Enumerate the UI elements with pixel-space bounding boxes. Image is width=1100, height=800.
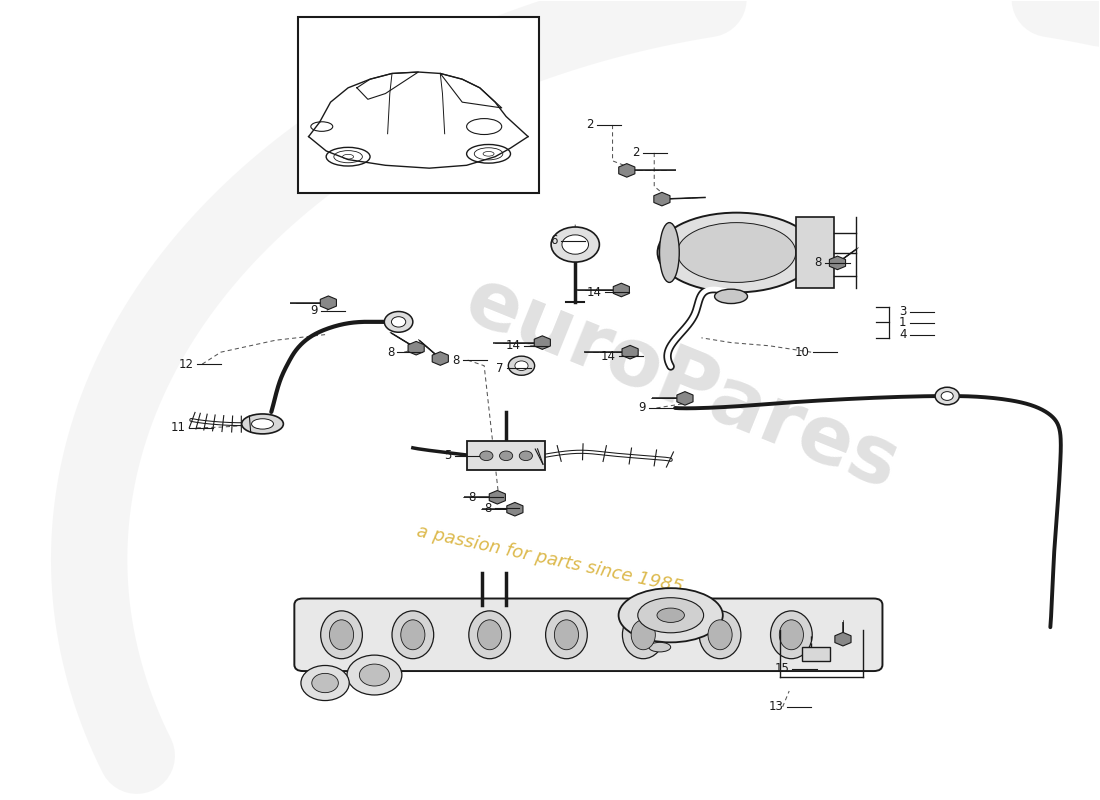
Text: 8: 8 <box>387 346 394 358</box>
Polygon shape <box>835 632 851 646</box>
Ellipse shape <box>678 222 795 282</box>
Text: 14: 14 <box>586 286 602 299</box>
FancyBboxPatch shape <box>795 217 834 288</box>
Ellipse shape <box>252 418 274 429</box>
Ellipse shape <box>658 213 815 292</box>
Circle shape <box>301 666 349 701</box>
Polygon shape <box>490 490 505 504</box>
Bar <box>802 647 829 662</box>
Ellipse shape <box>779 620 803 650</box>
Ellipse shape <box>638 598 704 633</box>
Ellipse shape <box>618 588 723 642</box>
Ellipse shape <box>708 620 733 650</box>
Polygon shape <box>535 336 550 350</box>
Text: 10: 10 <box>795 346 810 358</box>
Polygon shape <box>432 352 449 366</box>
Text: 8: 8 <box>453 354 460 366</box>
Polygon shape <box>829 256 846 270</box>
Text: 12: 12 <box>178 358 194 370</box>
Ellipse shape <box>623 611 664 658</box>
Circle shape <box>562 235 588 254</box>
Text: 15: 15 <box>774 662 789 675</box>
Polygon shape <box>676 392 693 405</box>
Ellipse shape <box>546 611 587 658</box>
Text: 9: 9 <box>310 304 318 318</box>
Polygon shape <box>320 296 337 310</box>
Circle shape <box>519 451 532 461</box>
Polygon shape <box>408 342 425 355</box>
Text: euroPares: euroPares <box>453 262 910 506</box>
Ellipse shape <box>477 620 502 650</box>
Text: 8: 8 <box>484 502 492 515</box>
Text: 14: 14 <box>601 350 616 362</box>
Ellipse shape <box>321 611 362 658</box>
Circle shape <box>392 317 406 327</box>
Text: 11: 11 <box>170 422 186 434</box>
Polygon shape <box>507 502 522 516</box>
Circle shape <box>480 451 493 461</box>
Circle shape <box>384 311 412 332</box>
Ellipse shape <box>242 414 284 434</box>
Polygon shape <box>613 283 629 297</box>
Ellipse shape <box>392 611 433 658</box>
Ellipse shape <box>400 620 425 650</box>
Text: 8: 8 <box>815 256 822 270</box>
FancyBboxPatch shape <box>468 442 546 470</box>
Text: 6: 6 <box>550 234 558 247</box>
Text: 8: 8 <box>468 490 475 504</box>
Ellipse shape <box>330 620 353 650</box>
Circle shape <box>551 227 600 262</box>
Ellipse shape <box>649 642 671 652</box>
Ellipse shape <box>770 611 812 658</box>
Circle shape <box>311 674 339 693</box>
Text: 3: 3 <box>899 305 906 318</box>
Bar <box>298 18 539 193</box>
Circle shape <box>346 655 402 695</box>
Ellipse shape <box>657 608 684 622</box>
Ellipse shape <box>469 611 510 658</box>
Text: 14: 14 <box>505 339 520 352</box>
Text: 2: 2 <box>586 118 594 131</box>
Text: 2: 2 <box>632 146 640 159</box>
Circle shape <box>499 451 513 461</box>
Text: 9: 9 <box>638 402 646 414</box>
Circle shape <box>515 361 528 370</box>
Text: 13: 13 <box>769 701 783 714</box>
Ellipse shape <box>715 289 748 303</box>
Text: a passion for parts since 1985: a passion for parts since 1985 <box>415 522 685 597</box>
Text: 4: 4 <box>899 328 906 341</box>
Polygon shape <box>621 346 638 359</box>
Circle shape <box>360 664 389 686</box>
Circle shape <box>935 387 959 405</box>
Circle shape <box>508 356 535 375</box>
Polygon shape <box>653 192 670 206</box>
Ellipse shape <box>631 620 656 650</box>
Ellipse shape <box>660 222 680 282</box>
Circle shape <box>942 392 954 400</box>
Text: 7: 7 <box>496 362 504 374</box>
Text: 1: 1 <box>899 316 906 329</box>
Ellipse shape <box>700 611 741 658</box>
FancyBboxPatch shape <box>295 598 882 671</box>
Ellipse shape <box>554 620 579 650</box>
Polygon shape <box>618 164 635 177</box>
Text: 5: 5 <box>444 450 451 462</box>
